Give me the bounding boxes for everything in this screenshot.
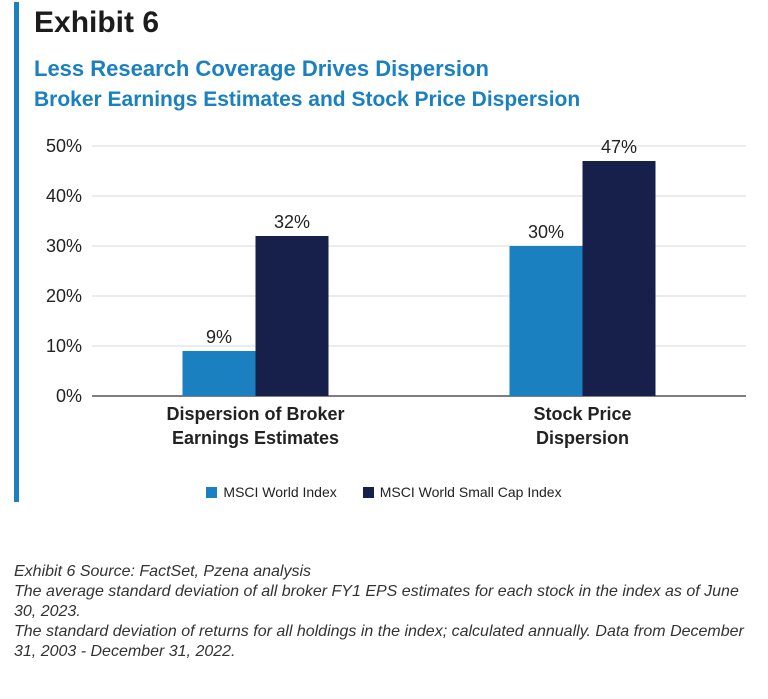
- y-tick-label-50: 50%: [46, 136, 82, 156]
- data-label-series-1-cat-1: 9%: [206, 327, 232, 347]
- category-label-2-line-2: Dispersion: [536, 428, 629, 448]
- footnotes: Exhibit 6 Source: FactSet, Pzena analysi…: [14, 562, 754, 662]
- legend-swatch-series-1: [206, 486, 218, 498]
- category-label-2-line-1: Stock Price: [533, 404, 631, 424]
- footnote-1: The average standard deviation of all br…: [14, 583, 739, 620]
- bar-series-2-cat-1: [255, 236, 329, 396]
- bar-series-1-cat-2: [509, 246, 583, 396]
- bar-series-2-cat-2: [582, 161, 656, 396]
- legend-item-series-1: MSCI World Index: [206, 484, 337, 500]
- legend-label-series-1: MSCI World Index: [223, 484, 337, 500]
- bar-series-1-cat-1: [182, 351, 256, 396]
- legend-swatch-series-2: [362, 486, 374, 498]
- chart-title: Less Research Coverage Drives Dispersion: [34, 56, 489, 81]
- y-tick-label-20: 20%: [46, 286, 82, 306]
- legend-label-series-2: MSCI World Small Cap Index: [379, 484, 562, 500]
- legend-item-series-2: MSCI World Small Cap Index: [362, 484, 562, 500]
- chart-subtitle: Broker Earnings Estimates and Stock Pric…: [34, 88, 581, 111]
- category-label-1-line-1: Dispersion of Broker: [166, 404, 344, 424]
- bar-chart: 0% 10% 20% 30% 40% 50% 9% 32% Dispersion of Brok…: [46, 136, 746, 448]
- y-tick-label-10: 10%: [46, 336, 82, 356]
- category-label-1-line-2: Earnings Estimates: [172, 428, 339, 448]
- footnote-2: The standard deviation of returns for al…: [14, 623, 744, 660]
- y-tick-label-0: 0%: [56, 386, 82, 406]
- y-tick-label-40: 40%: [46, 186, 82, 206]
- y-tick-label-30: 30%: [46, 236, 82, 256]
- accent-bar: [14, 2, 19, 502]
- data-label-series-2-cat-2: 47%: [601, 137, 637, 157]
- data-label-series-1-cat-2: 30%: [528, 222, 564, 242]
- data-label-series-2-cat-1: 32%: [274, 212, 310, 232]
- legend: MSCI World Index MSCI World Small Cap In…: [0, 484, 768, 500]
- exhibit-label: Exhibit 6: [34, 6, 160, 39]
- footnote-source: Exhibit 6 Source: FactSet, Pzena analysi…: [14, 563, 312, 580]
